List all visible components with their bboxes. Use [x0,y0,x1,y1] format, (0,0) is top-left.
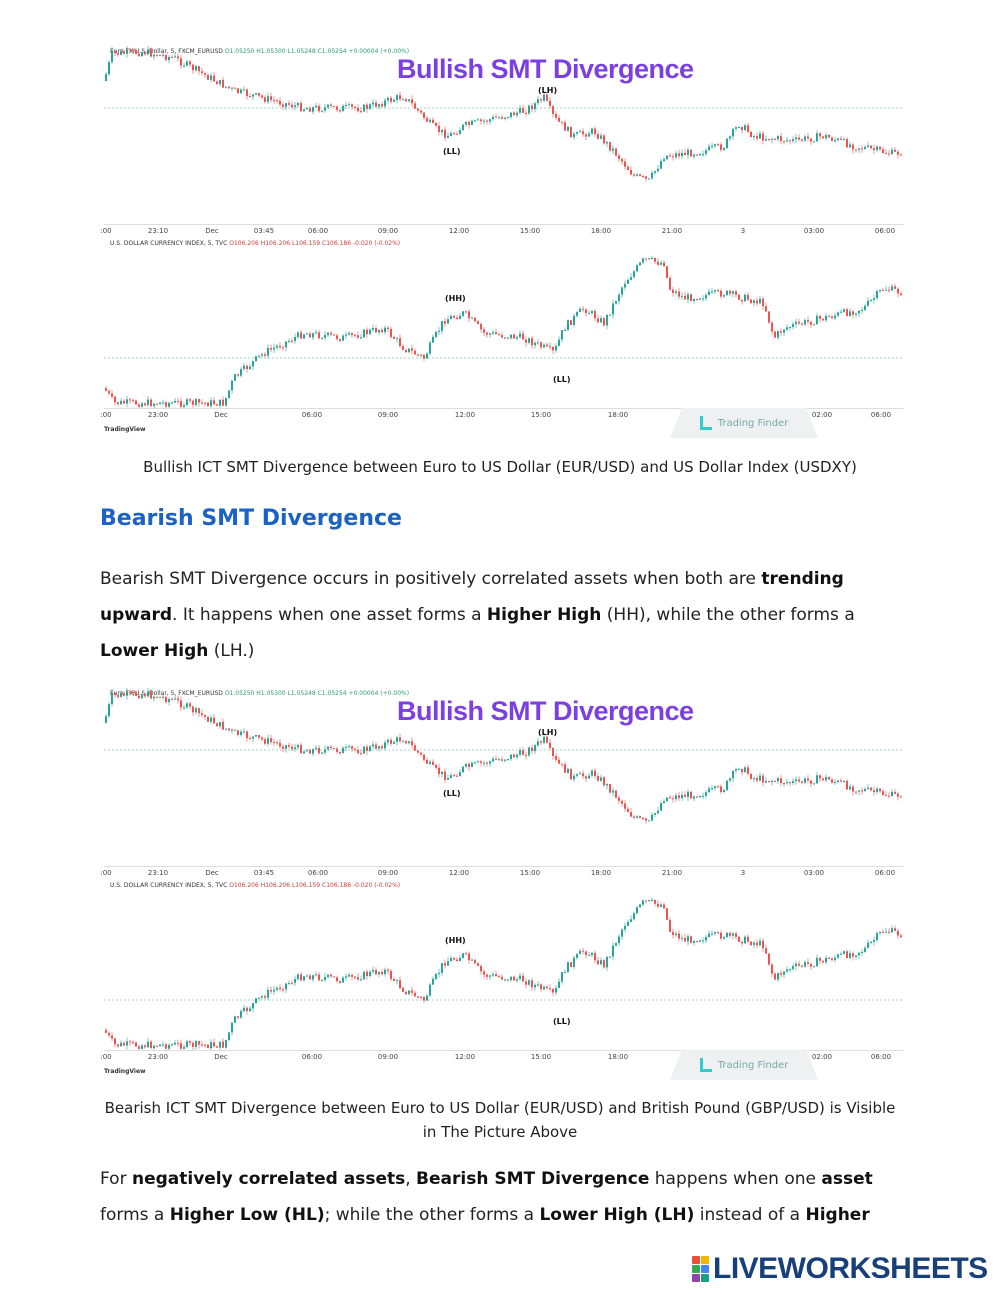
dxy-candles [104,255,904,408]
lh-label: (LH) [538,728,558,737]
eurusd-header: Euro FX/U.S. Dollar, 5, FXCM_EURUSD O1.0… [110,48,410,55]
dxy-time-axis: :00 23:00 Dec 06:00 09:00 12:00 15:00 18… [100,408,904,421]
dxy-header: U.S. DOLLAR CURRENCY INDEX, 5, TVC O106.… [110,240,401,247]
trading-finder-watermark: Trading Finder [670,408,818,438]
chart-title: Bullish SMT Divergence [397,54,694,84]
trading-finder-icon [699,416,712,430]
figure-caption-1: Bullish ICT SMT Divergence between Euro … [143,458,857,476]
dxy-time-axis: :00 23:00 Dec 06:00 09:00 12:00 15:00 18… [100,1050,904,1063]
eurusd-panel: Euro FX/U.S. Dollar, 5, FXCM_EURUSD O1.0… [104,688,904,866]
eurusd-time-axis: :00 23:10 Dec 03:45 06:00 09:00 12:00 15… [100,224,904,237]
trading-finder-watermark: Trading Finder [670,1050,818,1080]
ll-label: (LL) [553,1017,571,1026]
trading-finder-icon [699,1058,712,1072]
tradingview-logo: TradingView [104,1068,146,1075]
dxy-panel: U.S. DOLLAR CURRENCY INDEX, 5, TVC O106.… [104,238,904,408]
ll-label: (LL) [443,147,461,156]
tradingview-logo: TradingView [104,426,146,433]
liveworksheets-logo-icon [692,1256,709,1282]
chart-figure-2: Euro FX/U.S. Dollar, 5, FXCM_EURUSD O1.0… [100,688,904,1080]
dxy-panel: U.S. DOLLAR CURRENCY INDEX, 5, TVC O106.… [104,880,904,1050]
paragraph-2: For negatively correlated assets, Bearis… [100,1169,873,1225]
eurusd-candles [104,46,904,182]
paragraph-1: Bearish SMT Divergence occurs in positiv… [100,569,855,661]
dxy-candles [104,897,904,1050]
hh-label: (HH) [445,936,466,945]
chart-title: Bullish SMT Divergence [397,696,694,726]
eurusd-panel: Euro FX/U.S. Dollar, 5, FXCM_EURUSD O1.0… [104,46,904,224]
figure-caption-2: Bearish ICT SMT Divergence between Euro … [104,1099,896,1141]
lh-label: (LH) [538,86,558,95]
eurusd-candles [104,688,904,824]
chart-figure-1: Euro FX/U.S. Dollar, 5, FXCM_EURUSD O1.0… [100,46,904,438]
ll-label: (LL) [553,375,571,384]
eurusd-header: Euro FX/U.S. Dollar, 5, FXCM_EURUSD O1.0… [110,690,410,697]
hh-label: (HH) [445,294,466,303]
eurusd-time-axis: :00 23:10 Dec 03:45 06:00 09:00 12:00 15… [100,866,904,879]
dxy-header: U.S. DOLLAR CURRENCY INDEX, 5, TVC O106.… [110,882,401,889]
section-heading: Bearish SMT Divergence [100,506,402,531]
liveworksheets-logo: LIVEWORKSHEETS [692,1252,988,1286]
ll-label: (LL) [443,789,461,798]
